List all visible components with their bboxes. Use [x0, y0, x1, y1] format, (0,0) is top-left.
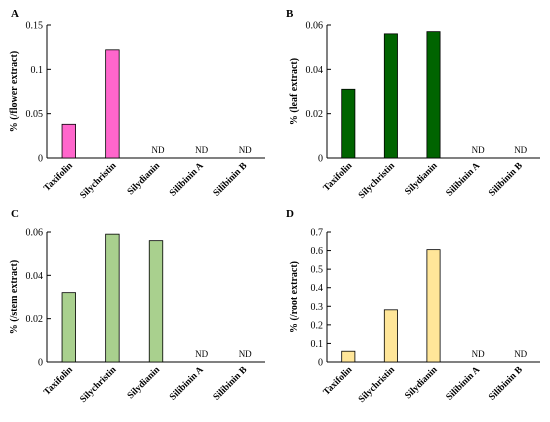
category-label: Silydianin [403, 161, 440, 198]
y-tick-label: 0.7 [311, 228, 324, 239]
category-label: Silibinin A [445, 161, 483, 199]
category-label: Taxifolin [42, 365, 75, 398]
y-tick-label: 0.05 [26, 109, 44, 120]
y-tick-label: 0.3 [311, 302, 324, 313]
category-label: Silydianin [126, 365, 163, 402]
category-label: Silychristin [357, 365, 397, 405]
bar-label-nd: ND [195, 145, 208, 155]
bar-silychristin [383, 33, 398, 159]
bar-label-nd: ND [239, 349, 252, 359]
y-tick-label: 0 [318, 154, 323, 165]
category-label: Silychristin [357, 161, 397, 201]
bar-silychristin [383, 309, 398, 363]
bar-silydianin [148, 240, 164, 363]
panel-a: A 0 0.05 0.1 0.15 % (/flower extract) Taxifoli… [9, 8, 265, 201]
panel-letter: B [286, 8, 294, 20]
y-tick-label: 0.04 [306, 65, 324, 76]
y-tick-label: 0 [318, 358, 323, 369]
panel-c: C 0 0.02 0.04 0.06 % (/stem extract) Taxifolin… [9, 208, 265, 405]
panel-letter: C [11, 208, 19, 220]
y-axis-label: % (/root extract) [289, 261, 300, 333]
y-tick-label: 0.02 [306, 109, 324, 120]
category-label: Silibinin B [487, 365, 525, 403]
bar-label-nd: ND [514, 349, 527, 359]
panel-d: D 0 0.1 0.2 0.3 0.4 0.5 0.6 0.7 % (/root extract)… [286, 208, 540, 405]
bar-silychristin [105, 233, 120, 363]
y-tick-label: 0.1 [31, 65, 44, 76]
bar-label-nd: ND [195, 349, 208, 359]
y-axis-label: % (/stem extract) [9, 260, 20, 334]
bar-label-nd: ND [472, 145, 485, 155]
y-axis-label: % (leaf extract) [289, 58, 300, 125]
category-label: Silychristin [79, 161, 119, 201]
bar-taxifolin [341, 88, 356, 159]
panel-letter: D [286, 208, 294, 220]
y-tick-label: 0 [38, 358, 43, 369]
category-label: Silibinin A [168, 365, 206, 403]
category-label: Silibinin B [487, 161, 525, 199]
panel-b: B00.020.040.06% (leaf extract)Taxifolin S… [286, 8, 540, 201]
bar-silydianin [426, 31, 441, 159]
y-axis-label: % (/flower extract) [9, 51, 20, 132]
y-tick-label: 0.06 [26, 228, 44, 239]
bar-label-nd: ND [514, 145, 527, 155]
y-tick-label: 0.4 [311, 283, 324, 294]
bar-label-nd: ND [472, 349, 485, 359]
bar-label-nd: ND [239, 145, 252, 155]
category-label: Taxifolin [42, 161, 75, 194]
y-tick-label: 0.15 [26, 21, 44, 32]
y-tick-label: 0.5 [311, 265, 324, 276]
category-label: Silibinin A [445, 365, 483, 403]
category-label: Silychristin [79, 365, 119, 405]
y-tick-label: 0.04 [26, 271, 44, 282]
bar-label-nd: ND [152, 145, 165, 155]
category-label: Taxifolin [322, 365, 355, 398]
y-tick-label: 0.06 [306, 21, 324, 32]
y-tick-label: 0 [38, 154, 43, 165]
category-label: Silydianin [403, 365, 440, 402]
bar-silydianin [426, 249, 441, 363]
y-tick-label: 0.02 [26, 314, 44, 325]
y-tick-label: 0.6 [311, 246, 324, 257]
y-tick-label: 0.1 [311, 339, 324, 350]
bar-taxifolin [341, 350, 356, 363]
category-label: Silydianin [126, 161, 163, 198]
category-label: Taxifolin [322, 161, 355, 194]
bar-silychristin [105, 49, 120, 159]
category-label: Silibinin B [212, 161, 250, 199]
bar-taxifolin [61, 292, 76, 363]
y-tick-label: 0.2 [311, 320, 324, 331]
category-label: Silibinin B [212, 365, 250, 403]
bar-taxifolin [61, 123, 76, 159]
category-label: Silibinin A [168, 161, 206, 199]
panel-letter: A [11, 8, 19, 20]
